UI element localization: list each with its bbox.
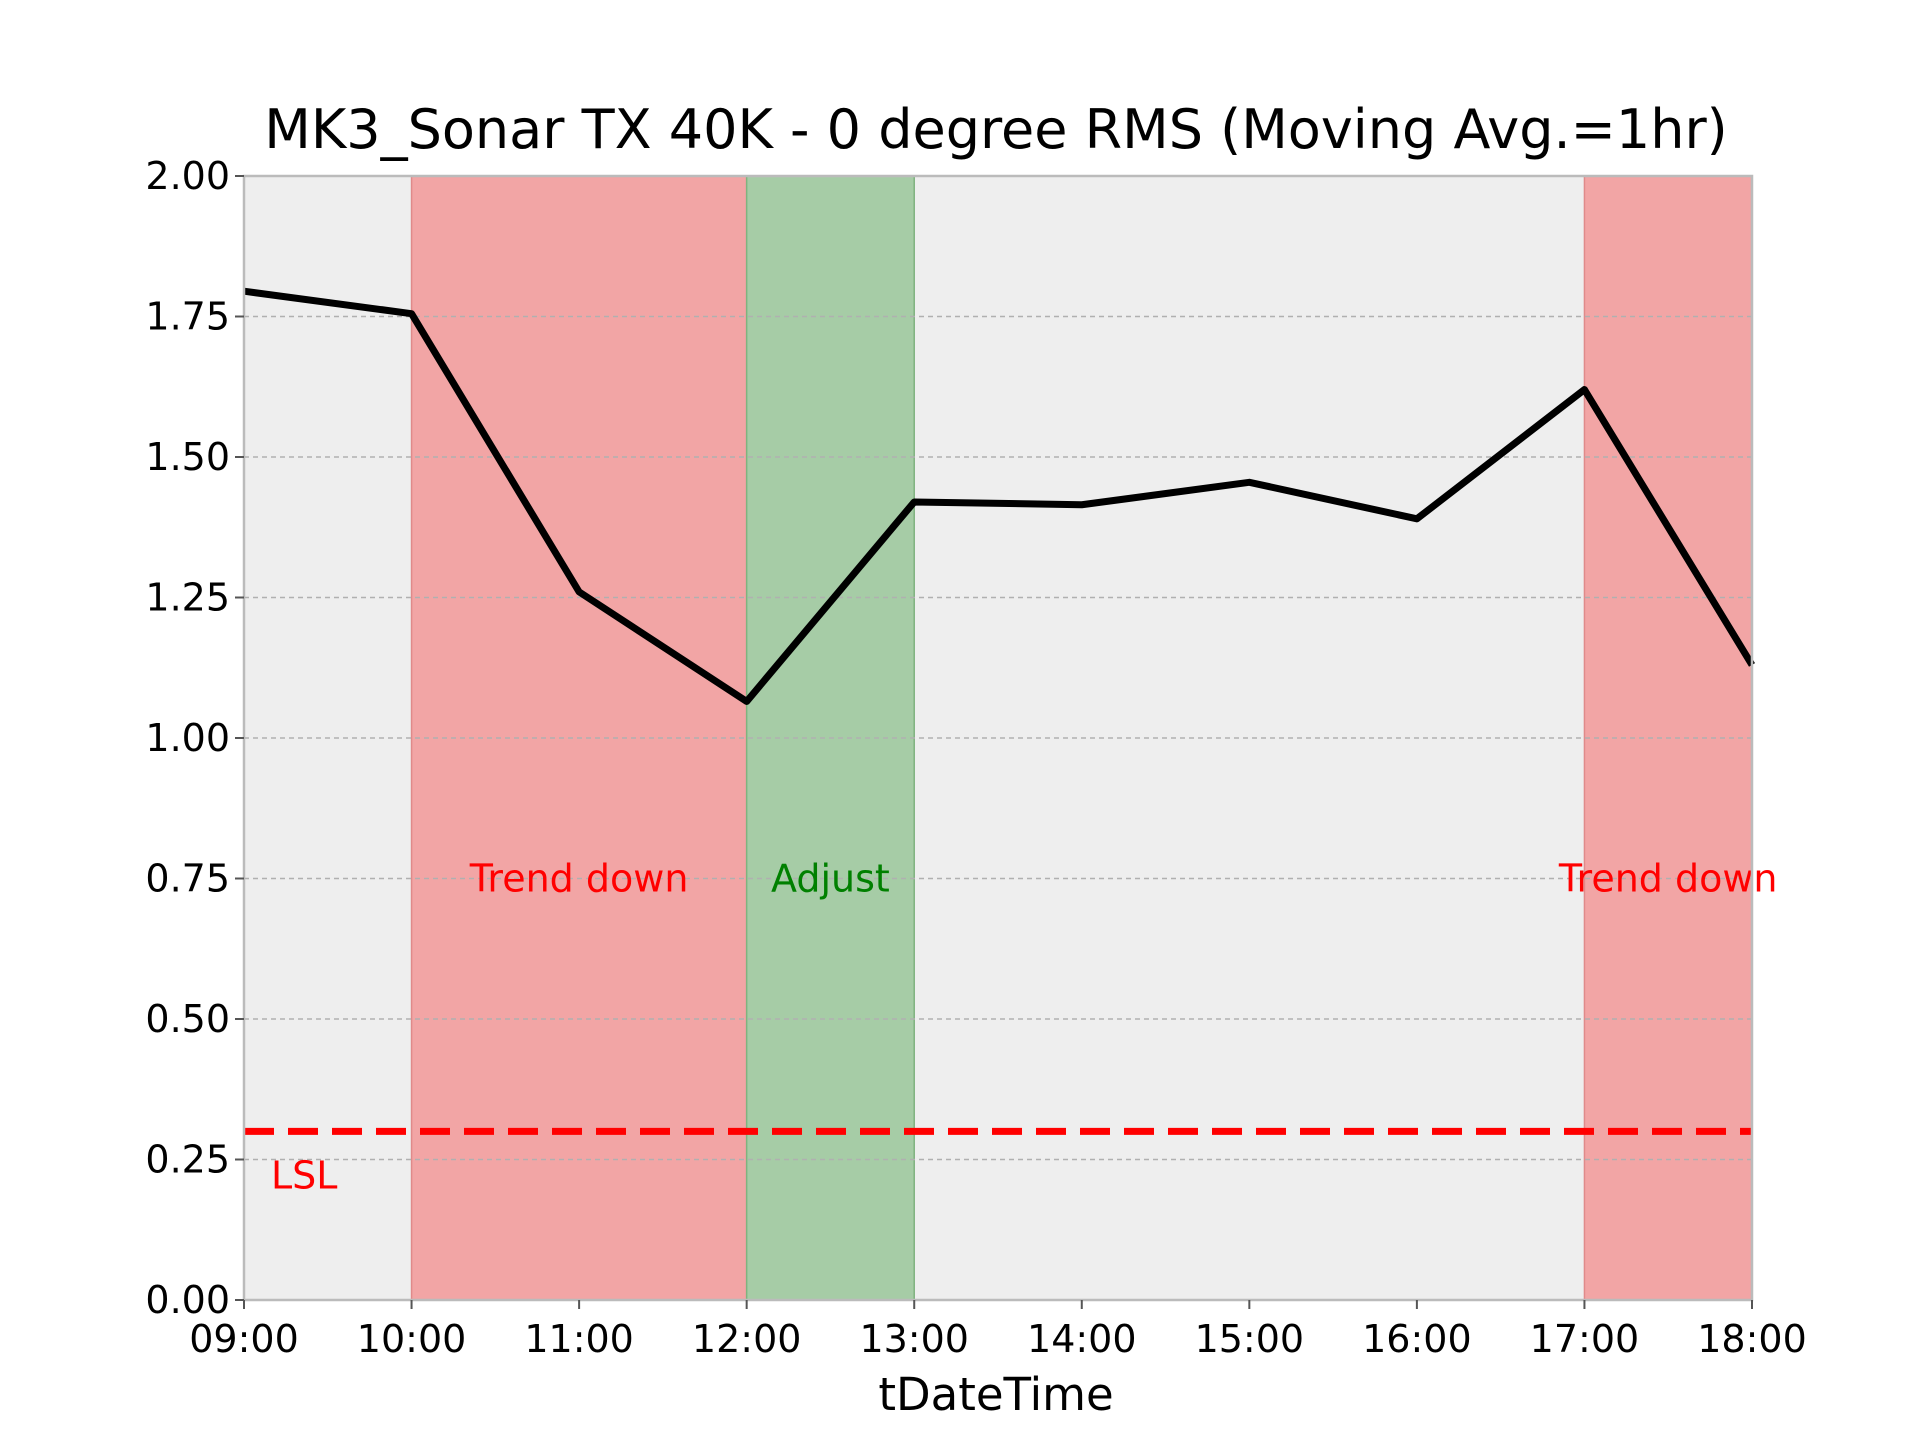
y-tick-label-2: 0.50 bbox=[145, 997, 230, 1041]
y-tick-label-8: 2.00 bbox=[145, 154, 230, 198]
y-axis: 0.00 0.25 0.50 0.75 1.00 1.25 1.50 1.75 2.00 bbox=[145, 154, 244, 1322]
x-tick-label-9: 18:00 bbox=[1697, 1317, 1807, 1361]
x-tick-label-8: 17:00 bbox=[1530, 1317, 1640, 1361]
x-tick-label-5: 14:00 bbox=[1027, 1317, 1137, 1361]
x-tick-label-3: 12:00 bbox=[692, 1317, 802, 1361]
region-label-2: Trend down bbox=[1558, 857, 1778, 901]
x-tick-label-2: 11:00 bbox=[524, 1317, 634, 1361]
y-tick-label-7: 1.75 bbox=[145, 295, 230, 339]
x-axis-label: tDateTime bbox=[878, 1368, 1113, 1421]
region-label-0: Trend down bbox=[469, 857, 689, 901]
x-tick-label-6: 15:00 bbox=[1195, 1317, 1305, 1361]
series-line bbox=[243, 287, 1755, 705]
x-tick-label-4: 13:00 bbox=[859, 1317, 969, 1361]
y-tick-label-6: 1.50 bbox=[145, 435, 230, 479]
x-tick-label-1: 10:00 bbox=[357, 1317, 467, 1361]
y-tick-label-3: 0.75 bbox=[145, 857, 230, 901]
lsl-label: LSL bbox=[271, 1153, 337, 1197]
y-tick-label-1: 0.25 bbox=[145, 1138, 230, 1182]
y-tick-label-5: 1.25 bbox=[145, 576, 230, 620]
y-tick-label-0: 0.00 bbox=[145, 1278, 230, 1322]
chart-title: MK3_Sonar TX 40K - 0 degree RMS (Moving … bbox=[264, 98, 1728, 161]
x-tick-label-7: 16:00 bbox=[1362, 1317, 1472, 1361]
region-label-1: Adjust bbox=[771, 857, 890, 901]
y-tick-label-4: 1.00 bbox=[145, 716, 230, 760]
lsl-group: LSL bbox=[244, 1127, 1752, 1197]
region-labels: Trend down Adjust Trend down bbox=[469, 857, 1778, 901]
x-tick-label-0: 09:00 bbox=[189, 1317, 299, 1361]
x-axis: 09:00 10:00 11:00 12:00 13:00 14:00 15:00 16:00… bbox=[189, 1300, 1807, 1361]
